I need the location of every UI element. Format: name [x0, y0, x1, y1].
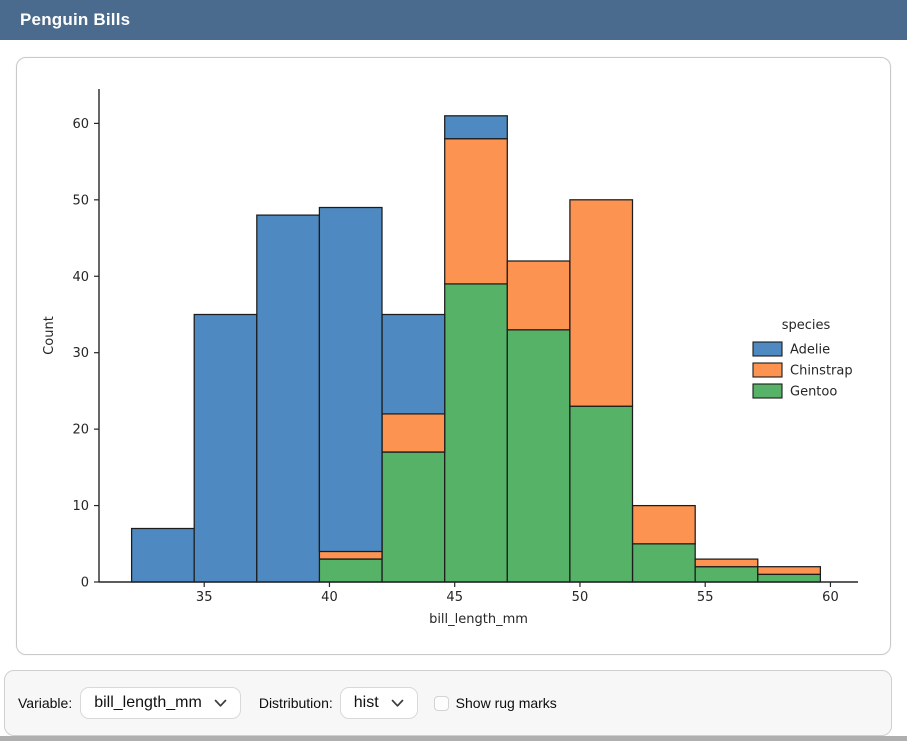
bar-segment-gentoo: [444, 283, 508, 583]
distribution-label: Distribution:: [258, 695, 333, 711]
y-tick-label: 60: [72, 117, 89, 132]
x-tick-label: 40: [321, 590, 338, 605]
legend-swatch-chinstrap: [752, 362, 783, 378]
bar-segment-chinstrap: [631, 504, 696, 545]
variable-select[interactable]: bill_length_mm: [80, 687, 241, 719]
bar-segment-gentoo: [631, 543, 696, 583]
bar-segment-chinstrap: [569, 199, 634, 407]
distribution-select-value: hist: [353, 694, 379, 711]
y-tick-label: 30: [72, 346, 89, 361]
x-tick-label: 60: [822, 590, 839, 605]
chevron-down-icon: [214, 699, 227, 708]
x-tick-label: 35: [196, 590, 213, 605]
bar-segment-chinstrap: [381, 413, 446, 453]
bar-segment-gentoo: [318, 558, 383, 583]
y-tick-label: 0: [81, 576, 89, 591]
show-rug-checkbox[interactable]: [433, 695, 449, 711]
x-tick-label: 55: [697, 590, 714, 605]
bar-segment-chinstrap: [694, 558, 759, 568]
page-title: Penguin Bills: [20, 10, 131, 29]
legend-label: Gentoo: [790, 385, 837, 400]
y-tick-label: 10: [72, 499, 89, 514]
distribution-select[interactable]: hist: [339, 687, 418, 719]
bar-segment-adelie: [130, 527, 195, 583]
bar-segment-gentoo: [694, 566, 759, 583]
x-tick-label: 45: [446, 590, 463, 605]
y-tick-label: 20: [72, 423, 89, 438]
bar-segment-adelie: [193, 313, 258, 583]
legend-label: Adelie: [790, 343, 830, 358]
bar-segment-chinstrap: [506, 260, 571, 331]
show-rug-label[interactable]: Show rug marks: [455, 695, 557, 711]
control-row: Variable: bill_length_mm Distribution: h…: [5, 671, 891, 735]
y-tick-label: 40: [72, 270, 89, 285]
y-axis-label: Count: [42, 316, 57, 355]
bar-segment-chinstrap: [757, 566, 822, 575]
x-tick-label: 50: [572, 590, 589, 605]
bar-segment-adelie: [256, 214, 321, 583]
bar-segment-gentoo: [506, 329, 571, 583]
legend-title: species: [782, 318, 831, 333]
variable-select-value: bill_length_mm: [94, 694, 202, 711]
bar-segment-adelie: [381, 313, 446, 415]
bar-segment-chinstrap: [444, 138, 508, 285]
window-bottom-edge: [0, 736, 907, 741]
chevron-down-icon: [391, 699, 404, 708]
legend-label: Chinstrap: [790, 364, 853, 379]
legend-swatch-gentoo: [752, 383, 783, 399]
chart-card: 35 40 45 50 55 60 0 10 20 30 40 50 60 bill_length_mm C…: [16, 57, 891, 655]
variable-label: Variable:: [18, 695, 73, 711]
bar-segment-gentoo: [569, 405, 634, 583]
bar-segment-adelie: [444, 115, 508, 140]
control-panel: Variable: bill_length_mm Distribution: h…: [4, 670, 892, 736]
y-tick-label: 50: [72, 193, 89, 208]
x-axis-label: bill_length_mm: [429, 612, 528, 627]
histogram-chart: 35 40 45 50 55 60 0 10 20 30 40 50 60 bill_length_mm C…: [42, 89, 858, 627]
bar-segment-gentoo: [757, 573, 822, 583]
bar-segment-chinstrap: [318, 550, 383, 560]
app-header: Penguin Bills: [0, 0, 907, 40]
bar-segment-adelie: [318, 206, 383, 553]
bar-segment-gentoo: [381, 451, 446, 583]
legend-swatch-adelie: [752, 341, 783, 357]
